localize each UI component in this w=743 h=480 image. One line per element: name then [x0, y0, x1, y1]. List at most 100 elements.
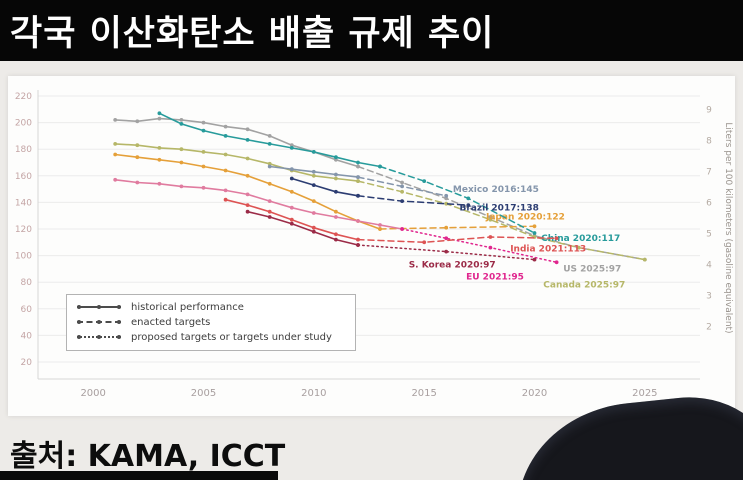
series-marker-canada — [267, 161, 272, 166]
series-marker-us — [400, 180, 404, 185]
series-marker-us — [334, 157, 338, 162]
solid-line-icon — [77, 304, 121, 311]
y-axis-tick-label: 160 — [15, 172, 32, 182]
series-marker-canada — [179, 147, 184, 152]
y-axis-tick-label: 20 — [21, 358, 33, 368]
series-marker-mexico — [334, 172, 338, 177]
series-marker-brazil — [334, 189, 338, 194]
series-marker-canada — [642, 257, 647, 262]
series-marker-japan — [334, 209, 338, 214]
series-marker-india — [223, 197, 228, 202]
series-marker-japan — [135, 155, 140, 160]
page-title: 각국 이산화탄소 배출 규제 추이 — [10, 14, 495, 54]
y-axis-tick-label: 120 — [15, 225, 32, 235]
series-marker-canada — [488, 217, 493, 222]
series-marker-china — [311, 150, 316, 154]
series-label-canada: Canada 2025:97 — [543, 281, 625, 291]
y-axis-tick-label: 40 — [21, 331, 33, 341]
series-label-s-korea: S. Korea 2020:97 — [409, 261, 496, 271]
series-marker-brazil — [289, 176, 294, 181]
legend-label: enacted targets — [131, 317, 211, 328]
series-label-japan: Japan 2020:122 — [485, 213, 565, 223]
series-marker-eu — [400, 227, 404, 231]
series-marker-china — [245, 138, 250, 142]
y2-axis-tick-label: 8 — [706, 137, 712, 147]
series-marker-japan — [311, 199, 316, 203]
y2-axis-tick-label: 9 — [706, 106, 712, 116]
series-line-india-dashed — [357, 236, 558, 244]
series-marker-us — [488, 215, 493, 219]
series-marker-us — [201, 120, 206, 125]
series-marker-canada — [113, 142, 118, 146]
series-marker-china — [422, 179, 427, 183]
series-marker-japan — [223, 168, 228, 173]
series-marker-china — [378, 164, 382, 169]
series-marker-china — [334, 155, 338, 160]
series-marker-canada — [135, 143, 140, 148]
series-marker-eu — [488, 245, 493, 250]
series-marker-s-korea — [267, 215, 272, 219]
series-marker-eu — [135, 180, 140, 185]
series-marker-china — [289, 146, 294, 150]
series-marker-china — [532, 231, 537, 235]
series-marker-china — [356, 160, 360, 165]
series-marker-india — [554, 236, 559, 241]
series-marker-s-korea — [245, 209, 250, 214]
series-marker-us — [444, 196, 449, 201]
y2-axis-tick-label: 5 — [706, 230, 712, 240]
legend-label: proposed targets or targets under study — [131, 332, 332, 343]
series-marker-india — [334, 232, 338, 237]
series-marker-canada — [245, 156, 250, 161]
series-line-china-dashed — [379, 165, 536, 234]
series-marker-canada — [400, 189, 404, 194]
legend-item-proposed: proposed targets or targets under study — [77, 332, 345, 343]
series-marker-mexico — [267, 164, 272, 169]
series-line-canada-solid — [114, 143, 359, 182]
series-marker-s-korea — [356, 243, 360, 247]
series-marker-s-korea — [334, 237, 338, 242]
y2-axis-tick-label: 6 — [706, 199, 712, 209]
series-marker-india — [311, 225, 316, 230]
series-marker-canada — [576, 245, 581, 250]
x-axis-tick-label: 2025 — [632, 388, 657, 399]
y-axis-tick-label: 80 — [21, 278, 33, 288]
series-marker-us — [289, 143, 294, 148]
series-marker-mexico — [400, 184, 404, 189]
y-axis-tick-label: 140 — [15, 198, 32, 208]
series-marker-us — [245, 127, 250, 132]
y2-axis-tick-label: 2 — [706, 323, 712, 333]
series-marker-china — [201, 128, 206, 133]
series-marker-japan — [267, 181, 272, 186]
series-marker-japan — [113, 152, 118, 157]
series-marker-eu — [157, 181, 162, 186]
series-marker-eu — [356, 219, 360, 223]
source-text: 출처: KAMA, ICCT — [10, 439, 286, 474]
series-marker-china — [223, 134, 228, 138]
series-marker-eu — [311, 211, 316, 215]
series-marker-eu — [554, 260, 559, 265]
series-marker-canada — [157, 146, 162, 150]
series-marker-s-korea — [532, 257, 537, 262]
y2-axis-title: Liters per 100 kilometers (gasoline equi… — [723, 122, 733, 333]
series-marker-us — [113, 118, 118, 122]
series-marker-us — [135, 119, 140, 124]
series-marker-japan — [201, 164, 206, 169]
y-axis-tick-label: 180 — [15, 145, 32, 155]
series-marker-india — [289, 217, 294, 222]
series-marker-india — [245, 203, 250, 207]
series-marker-india — [422, 240, 427, 245]
dotted-line-icon — [77, 334, 121, 341]
series-marker-japan — [532, 224, 537, 229]
series-marker-eu — [223, 188, 228, 193]
y2-axis-tick-label: 3 — [706, 292, 712, 302]
legend-item-historical: historical performance — [77, 302, 345, 313]
series-marker-s-korea — [444, 249, 449, 254]
series-marker-canada — [444, 201, 449, 206]
series-marker-eu — [444, 236, 449, 241]
series-marker-us — [267, 134, 272, 138]
series-label-us: US 2025:97 — [563, 265, 621, 275]
series-line-eu-dotted — [401, 228, 558, 264]
y-axis-tick-label: 200 — [15, 119, 32, 129]
series-marker-japan — [157, 157, 162, 162]
